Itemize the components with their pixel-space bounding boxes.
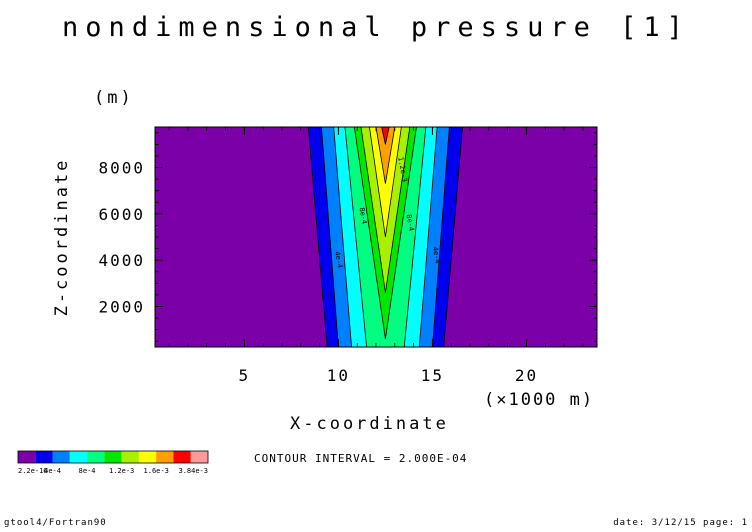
legend-frame	[17, 450, 209, 464]
contour-line-7	[369, 126, 402, 238]
footer-date-page: date: 3/12/15 page: 1	[613, 518, 748, 528]
x-tick-label: 20	[515, 366, 538, 385]
y-axis-unit: (m)	[94, 88, 134, 108]
chart-title: nondimensional pressure [1]	[62, 12, 690, 43]
legend-swatch	[173, 451, 191, 463]
y-tick-label: 4000	[98, 251, 145, 270]
legend-label: 8e-4	[79, 467, 96, 475]
contour-line-4	[344, 126, 427, 348]
legend-swatch	[69, 451, 88, 463]
legend-swatch	[35, 451, 53, 463]
contour-label-1: 8e-4	[358, 207, 369, 225]
contour-band-9	[381, 127, 390, 145]
legend-label: 1.6e-3	[144, 467, 169, 475]
contour-line-3	[333, 126, 438, 348]
legend-label: 2.2e-16	[18, 467, 48, 475]
contour-interval-text: CONTOUR INTERVAL = 2.000E-04	[254, 452, 468, 465]
contour-line-5	[353, 126, 417, 339]
contour-line-6	[360, 126, 411, 293]
contour-label-2: 8e-4	[405, 214, 416, 232]
legend-swatch	[87, 451, 105, 463]
footer-software: gtool4/Fortran90	[4, 518, 107, 528]
contour-line-8	[375, 126, 396, 184]
contour-band-8	[376, 127, 395, 184]
x-tick-label: 10	[327, 366, 350, 385]
x-axis-unit: (×1000 m)	[484, 390, 595, 410]
legend-swatch	[156, 451, 174, 463]
legend-swatch	[18, 451, 36, 463]
legend-swatch	[138, 451, 157, 463]
x-axis-label: X-coordinate	[290, 414, 449, 434]
contour-line-1	[307, 126, 463, 348]
x-tick-label: 15	[421, 366, 444, 385]
contour-label-4: 4e-4	[431, 246, 442, 264]
legend-label: 1.2e-3	[109, 467, 134, 475]
contour-label-0: 4e-4	[333, 251, 344, 269]
y-tick-label: 8000	[98, 159, 145, 178]
contour-line-9	[381, 126, 390, 145]
contour-line-2	[321, 126, 450, 348]
legend-swatch	[121, 451, 139, 463]
legend-swatch	[190, 451, 208, 463]
x-tick-label: 5	[239, 366, 251, 385]
legend-swatch	[52, 451, 70, 463]
legend-label: 4e-4	[44, 467, 61, 475]
legend-label: 3.84e-3	[178, 467, 208, 475]
y-tick-label: 2000	[98, 297, 145, 316]
y-tick-label: 6000	[98, 205, 145, 224]
legend-swatch	[104, 451, 122, 463]
